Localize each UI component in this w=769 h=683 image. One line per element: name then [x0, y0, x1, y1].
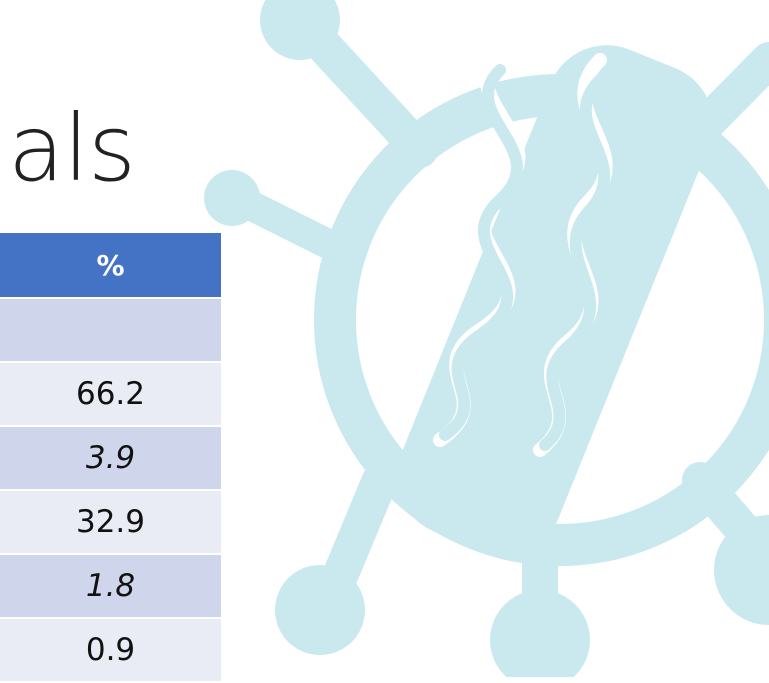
table-row	[0, 299, 221, 361]
table-header: %	[0, 233, 221, 297]
table-cell: 0.9	[0, 619, 221, 681]
table-cell: 3.9	[0, 427, 221, 489]
slide-title: als	[8, 95, 136, 202]
table-cell: 32.9	[0, 491, 221, 553]
table-cell: 1.8	[0, 555, 221, 617]
table: % 66.2 3.9 32.9 1.8 0.9	[0, 233, 221, 683]
table-cell: 66.2	[0, 363, 221, 425]
